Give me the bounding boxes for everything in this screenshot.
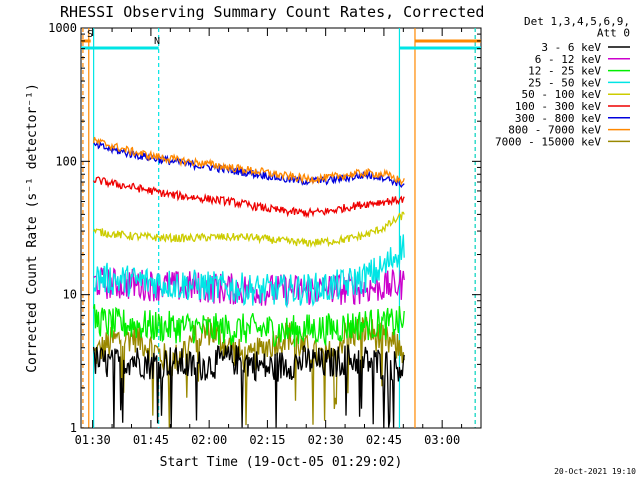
series-line — [93, 176, 405, 219]
x-axis-label: Start Time (19-Oct-05 01:29:02) — [160, 455, 403, 470]
x-tick-label: 02:15 — [249, 433, 285, 447]
marker-lines — [82, 28, 476, 428]
flag-label: N — [154, 36, 160, 47]
legend-header: Det 1,3,4,5,6,9, — [524, 15, 630, 28]
series-layer — [92, 136, 405, 428]
legend-header: Att 0 — [597, 27, 630, 40]
plot-frame — [80, 27, 482, 429]
timestamp: 20-Oct-2021 19:10 — [554, 467, 636, 476]
legend-label: 800 - 7000 keV — [508, 124, 601, 137]
x-tick-label: 03:00 — [424, 433, 460, 447]
legend-label: 300 - 800 keV — [515, 112, 601, 125]
y-tick-label: 1 — [70, 421, 77, 435]
series-line — [92, 136, 405, 186]
x-tick-label: 01:45 — [133, 433, 169, 447]
x-tick-label: 02:45 — [366, 433, 402, 447]
y-axis: 1 10 100 1000 — [48, 21, 481, 435]
legend-label: 3 - 6 keV — [541, 41, 601, 54]
legend-label: 100 - 300 keV — [515, 100, 601, 113]
series-line — [93, 141, 405, 189]
x-axis: 01:30 01:45 02:00 02:15 02:30 02:45 03:00 — [75, 28, 482, 447]
flag-bars: SN — [81, 29, 481, 50]
y-axis-label: Corrected Count Rate (s⁻¹ detector⁻¹) — [25, 83, 40, 373]
legend-label: 25 - 50 keV — [528, 76, 601, 89]
x-tick-label: 02:30 — [308, 433, 344, 447]
series-line — [92, 304, 405, 347]
x-tick-label: 01:30 — [75, 433, 111, 447]
y-tick-label: 10 — [63, 288, 77, 302]
series-line — [92, 344, 405, 428]
y-tick-label: 1000 — [48, 21, 77, 35]
legend-label: 12 - 25 keV — [528, 65, 601, 78]
legend-label: 7000 - 15000 keV — [495, 135, 601, 148]
legend-label: 50 - 100 keV — [522, 88, 602, 101]
y-tick-label: 100 — [55, 154, 77, 168]
series-line — [93, 211, 405, 248]
flag-label: S — [87, 29, 93, 40]
series-line — [92, 234, 405, 309]
x-tick-label: 02:00 — [191, 433, 227, 447]
legend-label: 6 - 12 keV — [535, 53, 602, 66]
chart-title: RHESSI Observing Summary Count Rates, Co… — [60, 3, 484, 21]
